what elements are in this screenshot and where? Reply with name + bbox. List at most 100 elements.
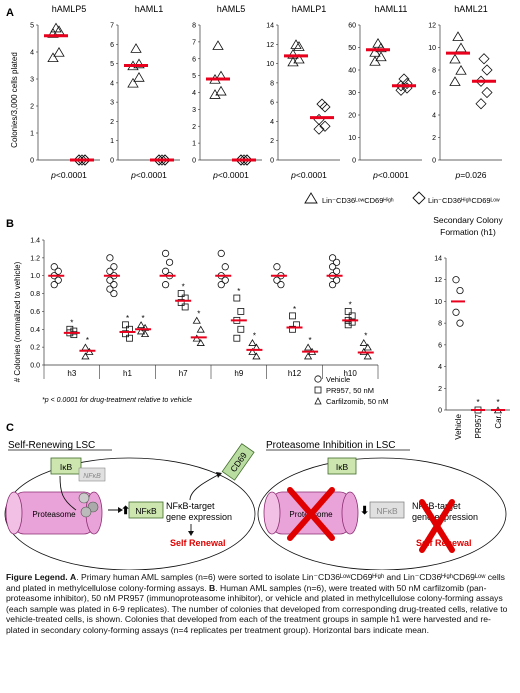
right-cell-outline xyxy=(257,457,507,570)
legend-carfilzomib: Carfilzomib, 50 nM xyxy=(326,397,389,406)
y-tick-label: 8 xyxy=(432,68,436,75)
point-vehicle xyxy=(110,289,118,298)
point-carfilzomib xyxy=(303,343,313,351)
legend-circle-icon xyxy=(314,375,322,383)
point-low xyxy=(293,41,305,51)
figure-legend: Figure Legend. A. Primary human AML samp… xyxy=(6,572,514,636)
sec-y-tick-label: 4 xyxy=(438,364,442,371)
y-tick-label: 3 xyxy=(30,77,34,84)
point-vehicle xyxy=(106,254,114,262)
point-pr957 xyxy=(70,327,78,335)
point-low xyxy=(452,31,464,41)
left-nfkb-box xyxy=(128,501,164,519)
point-carfilzomib xyxy=(303,352,313,360)
point-pr957 xyxy=(233,334,241,342)
point-vehicle xyxy=(110,263,118,271)
point-carfilzomib xyxy=(248,338,257,346)
y-tick-label: 10 xyxy=(428,45,436,52)
p-value: p=0.026 xyxy=(455,170,487,180)
point-low xyxy=(209,89,221,99)
sec-y-tick-label: 8 xyxy=(438,321,442,328)
point-pr957 xyxy=(344,308,352,315)
point-pr957 xyxy=(122,321,129,329)
y-tick-label: 10 xyxy=(266,61,274,68)
sec-significance-star: * xyxy=(476,398,479,407)
y-tick-label: 6 xyxy=(432,90,436,97)
significance-star: * xyxy=(182,283,185,292)
y-tick-label: 1 xyxy=(110,138,114,145)
significance-star: * xyxy=(253,332,256,341)
b-y-tick-label: 0.6 xyxy=(30,309,40,316)
right-ikb-label: IκB xyxy=(336,462,349,472)
y-tick-label: 3 xyxy=(192,107,196,114)
point-low xyxy=(47,28,59,38)
y-tick-label: 4 xyxy=(270,119,274,126)
sec-significance-star: * xyxy=(496,398,499,407)
group-h9: h9 * * xyxy=(210,249,263,379)
group-label: h12 xyxy=(288,369,302,378)
point-vehicle xyxy=(221,263,229,271)
point-vehicle xyxy=(110,281,118,289)
left-ikb-box xyxy=(50,457,82,475)
p-value: p<0.0001 xyxy=(212,170,249,180)
point-low xyxy=(293,53,305,64)
sample-title: hAMLP1 xyxy=(292,4,327,14)
figure-canvas: A Colonies/3,000 cells plated hAMLP50123… xyxy=(4,4,510,570)
chart-haml11: hAML11 0 10 20 30 40 50 60 p<0.0001 xyxy=(348,4,422,180)
sec-point-vehicle xyxy=(456,319,464,327)
sec-y-tick-label: 6 xyxy=(438,342,442,349)
y-tick-label: 40 xyxy=(348,68,356,75)
y-tick-label: 30 xyxy=(348,90,356,97)
left-cd69-receptor: CD69 xyxy=(221,443,255,481)
panel-b-legend: Vehicle PR957, 50 nM Carfilzomib, 50 nM xyxy=(314,375,389,406)
point-vehicle xyxy=(217,281,225,289)
right-ikb-box xyxy=(327,457,357,475)
point-low xyxy=(127,77,139,88)
point-pr957 xyxy=(289,312,296,320)
point-vehicle xyxy=(332,258,341,266)
significance-star: * xyxy=(126,314,129,323)
point-low xyxy=(53,46,65,57)
point-pr957 xyxy=(344,321,352,329)
y-tick-label: 6 xyxy=(192,56,196,63)
sec-point-vehicle xyxy=(452,276,460,284)
significance-star: * xyxy=(142,314,145,323)
left-nfkb-bound-label: NFκB xyxy=(83,473,101,480)
y-tick-label: 5 xyxy=(110,61,114,68)
left-ikb-label: IκB xyxy=(60,462,73,472)
point-pr957 xyxy=(237,308,245,315)
p-value: p<0.0001 xyxy=(130,170,167,180)
y-tick-label: 6 xyxy=(270,100,274,107)
legend-a-text: . Primary human AML samples (n=6) were s… xyxy=(6,572,505,593)
point-carfilzomib xyxy=(81,352,90,360)
point-vehicle xyxy=(332,276,341,284)
point-low xyxy=(290,39,302,49)
group-h3: h3 * * xyxy=(43,263,96,379)
p-value: p<0.0001 xyxy=(290,170,327,180)
group-label: h9 xyxy=(234,369,243,378)
point-pr957 xyxy=(233,294,241,302)
left-up-arrow-icon: ⬆ xyxy=(121,505,130,517)
point-vehicle xyxy=(273,276,281,284)
significance-star: * xyxy=(349,300,352,309)
right-title: Proteasome Inhibition in LSC xyxy=(266,440,396,451)
point-high xyxy=(313,123,325,135)
point-pr957 xyxy=(70,331,78,339)
point-vehicle xyxy=(328,263,337,271)
sec-point-vehicle xyxy=(456,286,464,295)
point-carfilzomib xyxy=(248,347,257,355)
y-tick-label: 8 xyxy=(192,23,196,30)
right-nfkb-box xyxy=(369,501,405,519)
left-target-1: NFκB-target xyxy=(166,501,215,511)
point-low xyxy=(215,85,227,96)
point-vehicle xyxy=(221,276,229,284)
point-vehicle xyxy=(161,281,170,289)
point-carfilzomib xyxy=(252,352,261,360)
left-arrow-cd69-head xyxy=(216,472,222,478)
legend-high-label: Lin⁻CD36ᴴⁱᵍʰCD69ᴸᵒʷ xyxy=(428,196,500,205)
point-vehicle xyxy=(50,263,58,271)
group-label: h7 xyxy=(179,369,188,378)
point-high xyxy=(319,101,331,113)
point-low xyxy=(369,55,381,66)
point-carfilzomib xyxy=(363,343,372,351)
